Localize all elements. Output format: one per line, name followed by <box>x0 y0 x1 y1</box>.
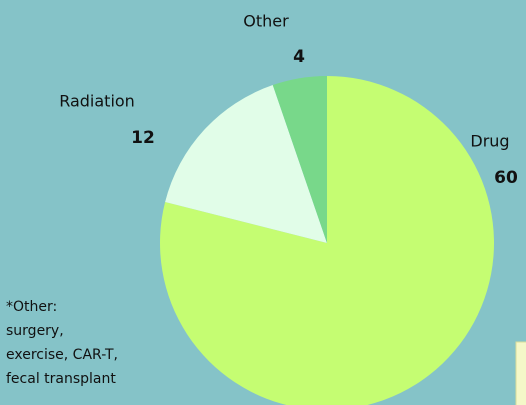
slice-label: Radiation <box>59 92 135 111</box>
pie-slice <box>160 76 494 405</box>
slice-label: Other <box>243 12 289 31</box>
slice-value: 4 <box>293 47 305 67</box>
footnote: *Other: <box>6 299 57 315</box>
side-panel <box>515 341 526 405</box>
footnote: fecal transplant <box>6 371 116 387</box>
slice-value: 12 <box>131 128 155 148</box>
pie-slice <box>165 85 327 243</box>
slice-label: Drug <box>470 132 509 151</box>
slice-value: 60 <box>494 168 518 188</box>
pie-slice <box>272 76 327 243</box>
footnote: surgery, <box>6 323 64 339</box>
footnote: exercise, CAR-T, <box>6 347 118 363</box>
